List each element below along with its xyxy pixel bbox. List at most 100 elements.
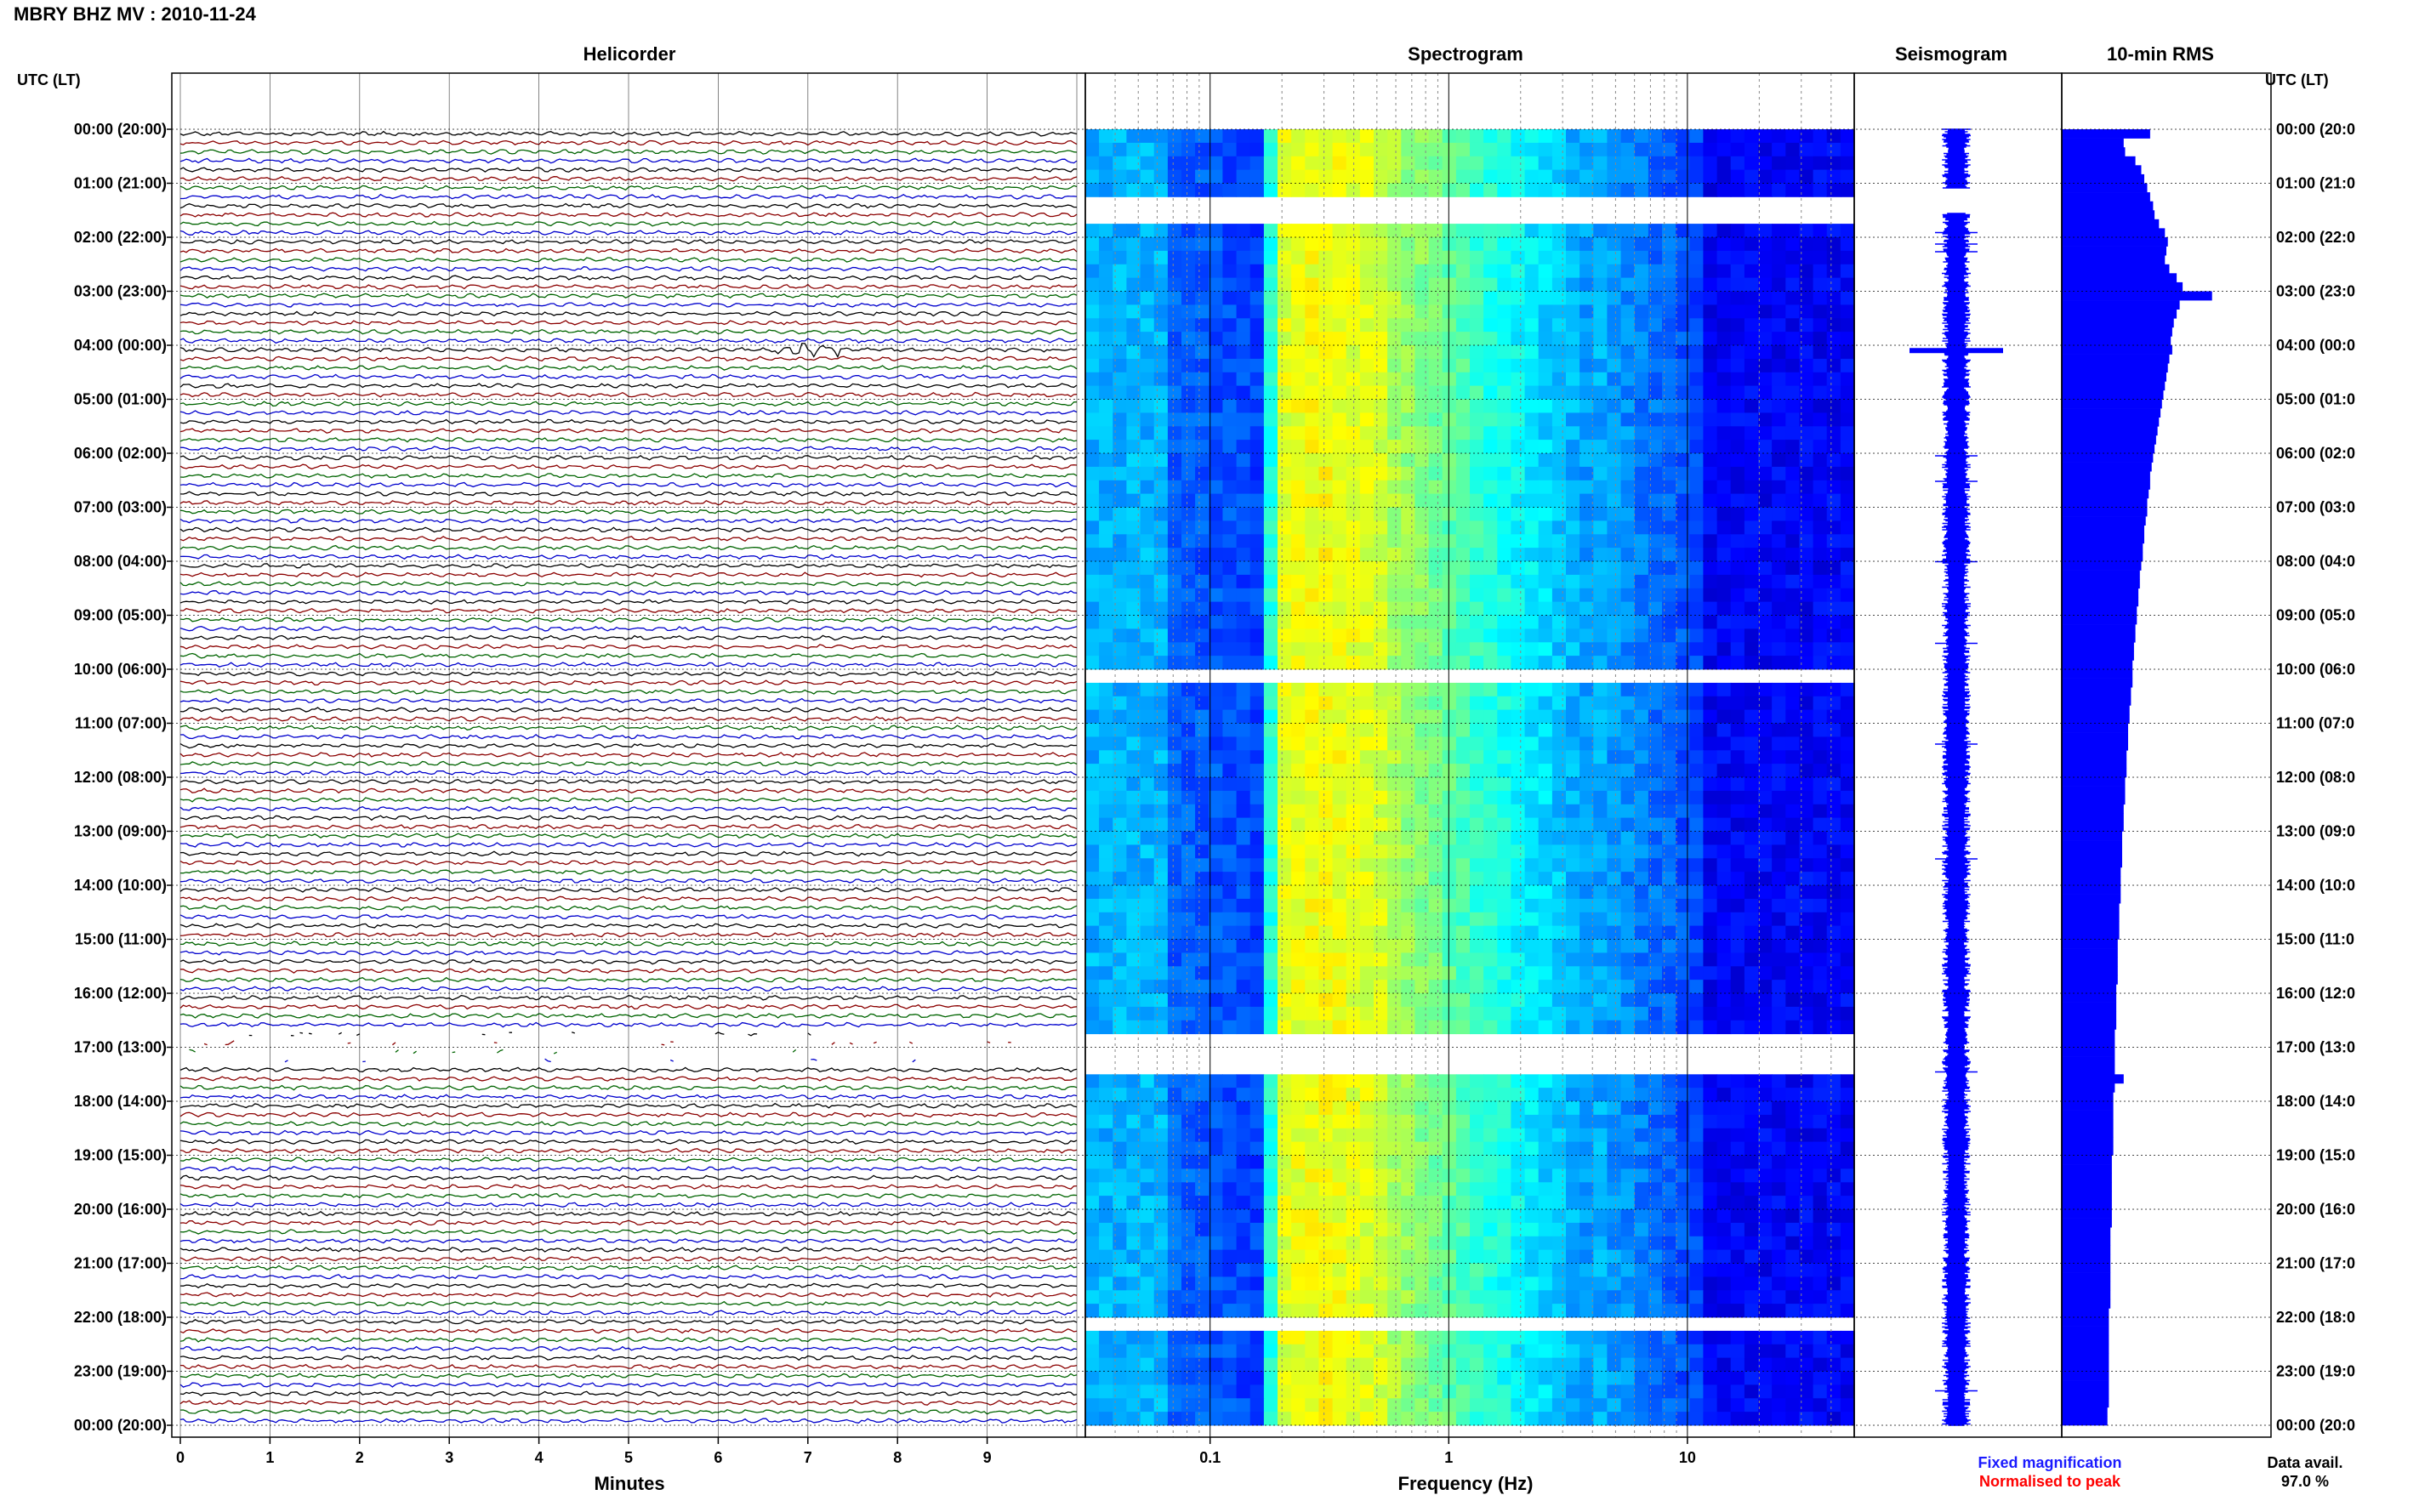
spectrogram-cell — [1826, 237, 1841, 252]
spectrogram-cell — [1730, 1263, 1745, 1277]
spectrogram-cell — [1428, 250, 1443, 265]
spectrogram-cell — [1785, 682, 1800, 697]
spectrogram-cell — [1236, 507, 1251, 521]
spectrogram-cell — [1374, 1209, 1388, 1224]
spectrogram-cell — [1634, 1276, 1649, 1291]
spectrogram-cell — [1676, 507, 1690, 521]
spectrogram-cell — [1799, 1114, 1814, 1129]
spectrogram-cell — [1195, 277, 1210, 292]
spectrogram-cell — [1305, 345, 1319, 360]
spectrogram-cell — [1470, 561, 1484, 576]
spectrogram-cell — [1153, 1101, 1169, 1116]
spectrogram-cell — [1195, 574, 1210, 589]
spectrogram-cell — [1401, 1276, 1415, 1291]
spectrogram-cell — [1414, 1209, 1430, 1224]
spectrogram-cell — [1374, 1304, 1388, 1318]
spectrogram-cell — [1813, 601, 1828, 616]
spectrogram-cell — [1703, 1371, 1718, 1385]
spectrogram-cell — [1305, 318, 1319, 333]
spectrogram-cell — [1648, 872, 1663, 886]
spectrogram-cell — [1113, 466, 1127, 481]
spectrogram-cell — [1209, 1222, 1223, 1237]
spectrogram-cell — [1113, 736, 1127, 751]
spectrogram-cell — [1332, 1128, 1347, 1143]
spectrogram-cell — [1099, 399, 1113, 413]
spectrogram-cell — [1153, 952, 1169, 967]
spectrogram-cell — [1113, 129, 1127, 144]
spectrogram-cell — [1799, 1290, 1814, 1305]
spectrogram-cell — [1167, 939, 1182, 953]
spectrogram-cell — [1387, 709, 1402, 724]
spectrogram-cell — [1359, 1290, 1375, 1305]
spectrogram-cell — [1634, 412, 1649, 427]
spectrogram-cell — [1840, 844, 1855, 859]
spectrogram-cell — [1662, 1398, 1676, 1413]
spectrogram-cell — [1730, 1222, 1745, 1237]
spectrogram-cell — [1455, 736, 1471, 751]
spectrogram-cell — [1222, 1209, 1238, 1224]
spectrogram-cell — [1579, 548, 1594, 562]
spectrogram-cell — [1772, 1006, 1786, 1021]
spectrogram-cell — [1538, 1128, 1553, 1143]
spectrogram-cell — [1703, 709, 1718, 724]
spectrogram-cell — [1195, 1088, 1210, 1102]
spectrogram-cell — [1153, 507, 1169, 521]
spectrogram-cell — [1455, 1101, 1471, 1116]
spectrogram-cell — [1730, 615, 1745, 629]
spectrogram-cell — [1579, 696, 1594, 711]
spectrogram-cell — [1249, 912, 1265, 927]
spectrogram-cell — [1703, 520, 1718, 535]
spectrogram-cell — [1579, 1304, 1594, 1318]
spectrogram-cell — [1332, 1141, 1347, 1156]
spectrogram-cell — [1455, 1141, 1471, 1156]
spectrogram-cell — [1318, 534, 1334, 549]
spectrogram-cell — [1483, 1398, 1498, 1413]
spectrogram-cell — [1278, 304, 1292, 319]
spectrogram-cell — [1332, 709, 1347, 724]
spectrogram-cell — [1153, 291, 1169, 305]
spectrogram-cell — [1236, 291, 1251, 305]
spectrogram-cell — [1538, 1249, 1553, 1264]
spectrogram-cell — [1620, 1155, 1636, 1169]
spectrogram-cell — [1648, 642, 1663, 657]
spectrogram-cell — [1085, 224, 1100, 238]
spectrogram-cell — [1607, 817, 1622, 832]
spectrogram-cell — [1085, 925, 1100, 940]
spectrogram-cell — [1758, 885, 1773, 900]
spectrogram-cell — [1374, 588, 1388, 603]
spectrogram-cell — [1278, 224, 1292, 238]
spectrogram-cell — [1689, 1155, 1704, 1169]
spectrogram-cell — [1428, 129, 1443, 144]
spectrogram-cell — [1195, 750, 1210, 765]
spectrogram-cell — [1236, 1276, 1251, 1291]
spectrogram-cell — [1291, 615, 1306, 629]
spectrogram-cell — [1305, 1249, 1319, 1264]
spectrogram-cell — [1826, 304, 1841, 319]
spectrogram-cell — [1195, 885, 1210, 900]
spectrogram-cell — [1414, 1412, 1430, 1426]
spectrogram-cell — [1579, 142, 1594, 157]
spectrogram-cell — [1236, 1330, 1251, 1345]
spectrogram-cell — [1483, 480, 1498, 495]
spectrogram-cell — [1524, 399, 1540, 413]
spectrogram-cell — [1140, 723, 1155, 737]
spectrogram-cell — [1758, 1155, 1773, 1169]
spectrogram-cell — [1730, 345, 1745, 360]
spectrogram-cell — [1099, 1182, 1113, 1197]
spectrogram-cell — [1085, 453, 1100, 468]
spectrogram-cell — [1676, 332, 1690, 346]
spectrogram-cell — [1799, 169, 1814, 184]
spectrogram-cell — [1607, 561, 1622, 576]
spectrogram-cell — [1703, 169, 1718, 184]
spectrogram-cell — [1620, 129, 1636, 144]
spectrogram-cell — [1758, 764, 1773, 778]
spectrogram-cell — [1772, 1398, 1786, 1413]
spectrogram-cell — [1483, 358, 1498, 373]
spectrogram-cell — [1634, 1196, 1649, 1210]
spectrogram-cell — [1648, 993, 1663, 1008]
spectrogram-cell — [1167, 736, 1182, 751]
spectrogram-cell — [1730, 534, 1745, 549]
spectrogram-cell — [1538, 1330, 1553, 1345]
spectrogram-cell — [1263, 183, 1278, 197]
spectrogram-cell — [1359, 264, 1375, 279]
